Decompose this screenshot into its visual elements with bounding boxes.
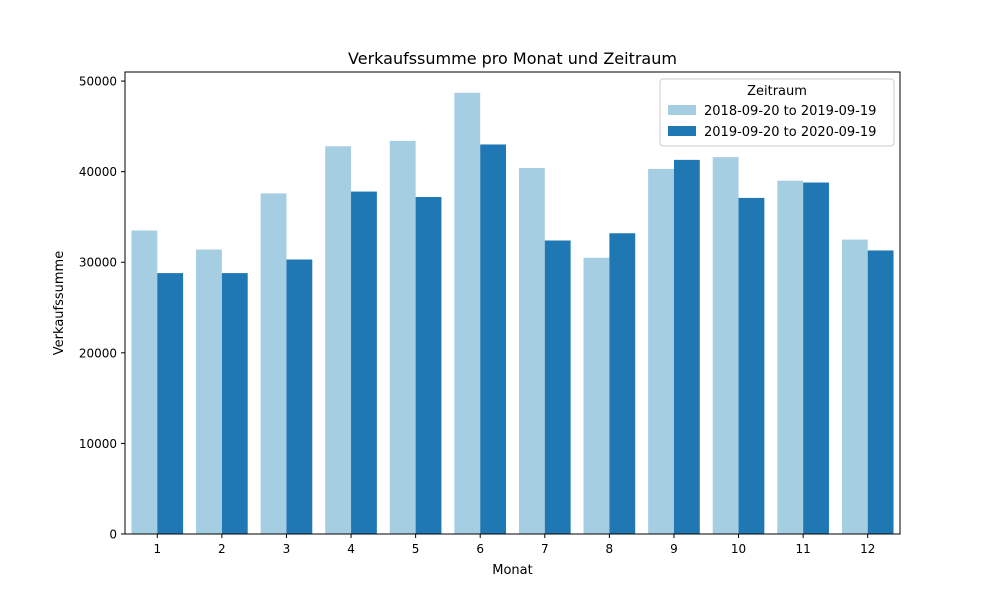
legend-label: 2018-09-20 to 2019-09-19 bbox=[704, 104, 876, 119]
legend-box bbox=[659, 78, 895, 147]
bar-series2-month-9 bbox=[673, 159, 700, 534]
plot-frame bbox=[124, 71, 901, 535]
x-tick-label: 2 bbox=[218, 542, 226, 556]
x-tick-label: 5 bbox=[412, 542, 420, 556]
bar-series2-month-6 bbox=[480, 144, 507, 534]
y-tick-label: 50000 bbox=[79, 75, 117, 89]
x-tick-label: 12 bbox=[860, 542, 875, 556]
bar-series2-month-11 bbox=[803, 182, 829, 534]
x-axis-label: Monat bbox=[492, 563, 532, 578]
bar-series2-month-2 bbox=[221, 273, 248, 534]
x-tick-label: 4 bbox=[347, 542, 355, 556]
bar-series1-month-9 bbox=[648, 168, 674, 534]
x-tick-label: 11 bbox=[795, 542, 810, 556]
bars-layer bbox=[131, 92, 894, 535]
bar-series1-month-2 bbox=[196, 249, 222, 535]
bar-series2-month-10 bbox=[738, 197, 765, 535]
y-tick-label: 20000 bbox=[79, 346, 117, 360]
y-tick-label: 30000 bbox=[79, 256, 117, 270]
y-axis-label: Verkaufssumme bbox=[52, 251, 67, 355]
bar-series2-month-5 bbox=[415, 197, 442, 534]
y-tick-label: 0 bbox=[109, 528, 117, 542]
bar-series1-month-7 bbox=[518, 168, 545, 534]
legend-title: Zeitraum bbox=[747, 84, 807, 99]
legend-swatch bbox=[668, 126, 696, 136]
bar-series2-month-8 bbox=[609, 233, 636, 534]
x-tick-label: 9 bbox=[670, 542, 678, 556]
x-tick-label: 3 bbox=[283, 542, 291, 556]
bar-series1-month-10 bbox=[712, 157, 739, 534]
x-tick-label: 8 bbox=[606, 542, 614, 556]
bar-series2-month-7 bbox=[544, 240, 571, 535]
legend: Zeitraum 2018-09-20 to 2019-09-19 2019-09-… bbox=[659, 78, 895, 147]
y-tick-label: 40000 bbox=[79, 165, 117, 179]
bar-series1-month-6 bbox=[454, 92, 481, 534]
legend-label: 2019-09-20 to 2020-09-19 bbox=[704, 125, 876, 140]
x-tick-label: 1 bbox=[153, 542, 161, 556]
y-tick-label: 10000 bbox=[79, 437, 117, 451]
chart-title: Verkaufssumme pro Monat und Zeitraum bbox=[348, 49, 677, 68]
bar-series1-month-5 bbox=[389, 140, 416, 534]
bar-series2-month-12 bbox=[867, 250, 894, 534]
bar-series2-month-1 bbox=[157, 273, 184, 534]
y-axis: 0 10000 20000 30000 40000 50000 bbox=[79, 75, 125, 542]
legend-swatch bbox=[668, 105, 696, 115]
x-tick-label: 6 bbox=[476, 542, 484, 556]
bar-series1-month-8 bbox=[583, 257, 610, 534]
x-tick-label: 7 bbox=[541, 542, 549, 556]
bar-series1-month-12 bbox=[841, 239, 868, 534]
bar-series1-month-3 bbox=[260, 193, 287, 534]
x-tick-label: 10 bbox=[731, 542, 746, 556]
bar-series2-month-3 bbox=[286, 259, 313, 534]
bar-series1-month-4 bbox=[325, 146, 352, 534]
bar-series1-month-1 bbox=[131, 230, 158, 534]
bar-series2-month-4 bbox=[351, 191, 377, 534]
bar-series1-month-11 bbox=[777, 180, 804, 534]
x-axis: 1 2 3 4 5 6 7 8 9 10 11 12 bbox=[153, 534, 875, 556]
